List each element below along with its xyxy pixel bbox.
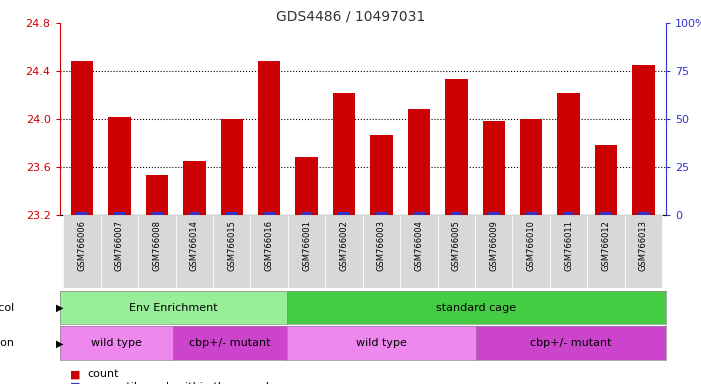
Text: ▶: ▶ [56, 338, 64, 348]
FancyBboxPatch shape [587, 215, 625, 288]
Bar [557, 93, 580, 215]
Bar [595, 146, 618, 215]
Bar [114, 212, 125, 215]
Text: wild type: wild type [356, 338, 407, 348]
Text: GSM766014: GSM766014 [190, 220, 199, 271]
Text: GSM766013: GSM766013 [639, 220, 648, 271]
FancyBboxPatch shape [550, 215, 587, 288]
Text: wild type: wild type [91, 338, 142, 348]
Bar [221, 119, 243, 215]
Bar [445, 79, 468, 215]
Text: GSM766004: GSM766004 [414, 220, 423, 271]
Bar [226, 212, 238, 215]
Text: GSM766006: GSM766006 [78, 220, 86, 271]
Text: GSM766002: GSM766002 [339, 220, 348, 271]
Bar [71, 61, 93, 215]
Text: ■: ■ [70, 382, 81, 384]
Text: GSM766010: GSM766010 [526, 220, 536, 271]
Bar [520, 119, 543, 215]
Text: Env Enrichment: Env Enrichment [129, 303, 217, 313]
FancyBboxPatch shape [288, 215, 325, 288]
Bar [482, 121, 505, 215]
Bar [526, 212, 537, 215]
Bar [376, 212, 387, 215]
Text: GSM766007: GSM766007 [115, 220, 124, 271]
FancyBboxPatch shape [63, 215, 101, 288]
FancyBboxPatch shape [213, 215, 250, 288]
FancyBboxPatch shape [101, 215, 138, 288]
FancyBboxPatch shape [475, 215, 512, 288]
Bar [370, 135, 393, 215]
FancyBboxPatch shape [176, 215, 213, 288]
Text: protocol: protocol [0, 303, 14, 313]
Bar [295, 157, 318, 215]
Bar [258, 61, 280, 215]
FancyBboxPatch shape [400, 215, 437, 288]
Bar [151, 212, 163, 215]
Bar [414, 212, 425, 215]
Bar [264, 212, 275, 215]
Text: percentile rank within the sample: percentile rank within the sample [88, 382, 275, 384]
Bar [189, 212, 200, 215]
Text: standard cage: standard cage [437, 303, 517, 313]
Bar [301, 212, 312, 215]
Text: genotype/variation: genotype/variation [0, 338, 14, 348]
FancyBboxPatch shape [138, 215, 176, 288]
Text: cbp+/- mutant: cbp+/- mutant [531, 338, 612, 348]
Bar [146, 175, 168, 215]
Bar [183, 161, 205, 215]
Text: GSM766001: GSM766001 [302, 220, 311, 271]
FancyBboxPatch shape [325, 215, 363, 288]
Bar [408, 109, 430, 215]
Bar [632, 65, 655, 215]
Text: GSM766005: GSM766005 [452, 220, 461, 271]
FancyBboxPatch shape [250, 215, 288, 288]
Bar [451, 212, 462, 215]
Text: GSM766015: GSM766015 [227, 220, 236, 271]
Text: GSM766003: GSM766003 [377, 220, 386, 271]
Text: GSM766016: GSM766016 [265, 220, 273, 271]
Bar [339, 212, 350, 215]
Text: GDS4486 / 10497031: GDS4486 / 10497031 [276, 10, 425, 23]
FancyBboxPatch shape [437, 215, 475, 288]
Text: GSM766009: GSM766009 [489, 220, 498, 271]
Text: GSM766012: GSM766012 [601, 220, 611, 271]
Bar [108, 117, 130, 215]
Bar [333, 93, 355, 215]
Bar [563, 212, 574, 215]
FancyBboxPatch shape [512, 215, 550, 288]
FancyBboxPatch shape [625, 215, 662, 288]
Text: cbp+/- mutant: cbp+/- mutant [189, 338, 271, 348]
FancyBboxPatch shape [363, 215, 400, 288]
Text: GSM766008: GSM766008 [152, 220, 161, 271]
Text: ▶: ▶ [56, 303, 64, 313]
Text: ■: ■ [70, 369, 81, 379]
Bar [601, 212, 612, 215]
Bar [76, 212, 88, 215]
Text: GSM766011: GSM766011 [564, 220, 573, 271]
Bar [488, 212, 499, 215]
Text: count: count [88, 369, 119, 379]
Bar [638, 212, 649, 215]
